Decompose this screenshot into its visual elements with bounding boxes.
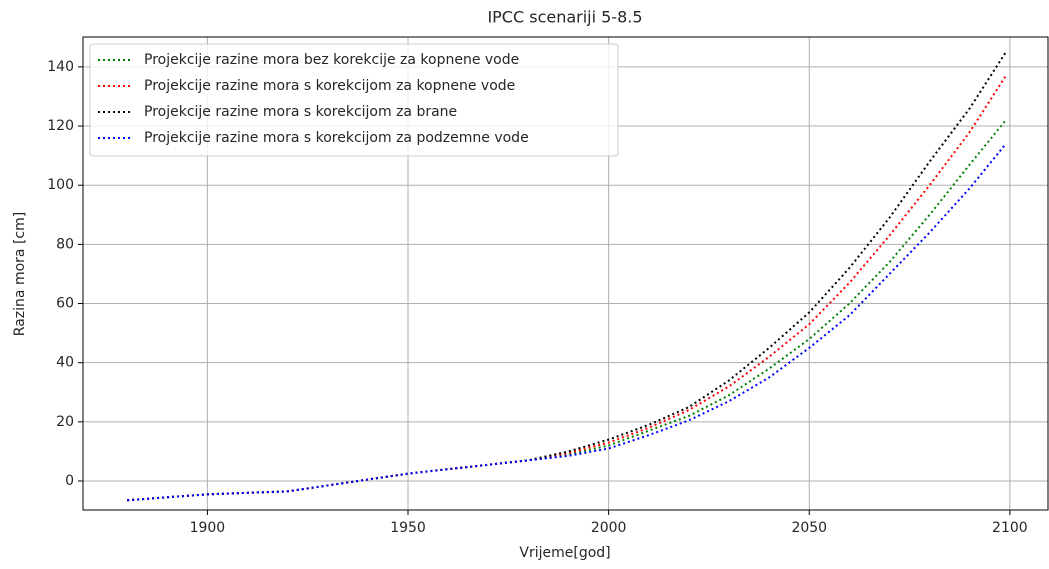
x-tick-label: 2000	[591, 520, 627, 536]
x-tick-label: 1900	[190, 520, 226, 536]
series-line	[127, 143, 1007, 502]
y-tick-label: 40	[56, 355, 74, 371]
x-tick-label: 1950	[390, 520, 426, 536]
legend-label: Projekcije razine mora s korekcijom za b…	[144, 104, 457, 120]
legend-label: Projekcije razine mora s korekcijom za k…	[144, 78, 515, 94]
chart-title: IPCC scenariji 5-8.5	[487, 8, 642, 27]
y-axis-label: Razina mora [cm]	[12, 212, 28, 336]
y-tick-label: 100	[47, 177, 74, 193]
series-line	[127, 119, 1007, 502]
legend: Projekcije razine mora bez korekcije za …	[89, 43, 619, 157]
x-axis-label: Vrijeme[god]	[519, 545, 610, 561]
y-tick-label: 80	[56, 236, 74, 252]
x-tick-label: 2100	[992, 520, 1028, 536]
y-tick-label: 140	[47, 59, 74, 75]
legend-box	[89, 43, 619, 157]
legend-label: Projekcije razine mora s korekcijom za p…	[144, 130, 529, 146]
y-tick-label: 60	[56, 296, 74, 312]
legend-label: Projekcije razine mora bez korekcije za …	[144, 52, 519, 68]
y-tick-label: 120	[47, 118, 74, 134]
y-tick-label: 0	[65, 473, 74, 489]
y-tick-label: 20	[56, 414, 74, 430]
plot-frame	[82, 36, 1049, 511]
x-tick-label: 2050	[791, 520, 827, 536]
